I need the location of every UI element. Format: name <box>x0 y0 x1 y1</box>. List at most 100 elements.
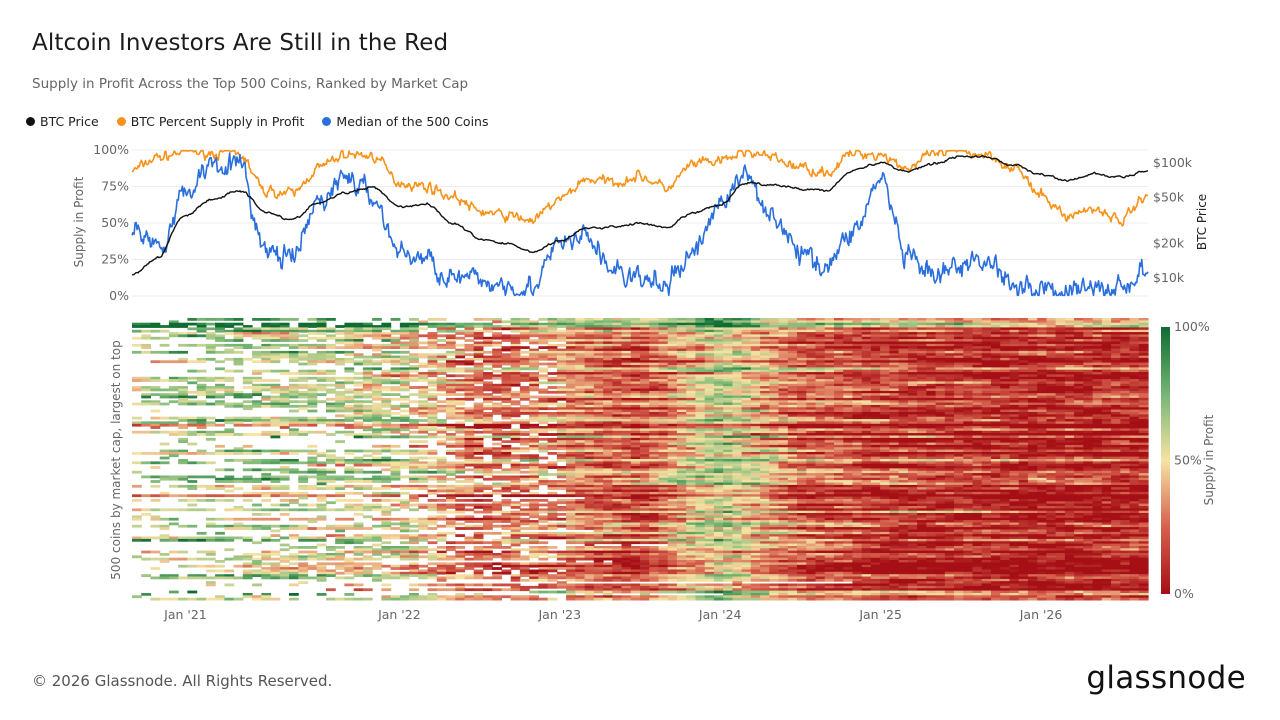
heatmap-cell <box>713 372 724 375</box>
heatmap-cell <box>898 353 909 357</box>
heatmap-cell <box>704 353 715 357</box>
legend-item-btc-supply-profit[interactable]: BTC Percent Supply in Profit <box>116 114 304 129</box>
heatmap-cell <box>270 390 281 394</box>
heatmap-cell <box>704 355 715 359</box>
heatmap-cell <box>630 435 641 439</box>
heatmap-cell <box>603 320 613 324</box>
heatmap-cell <box>880 416 890 420</box>
heatmap-cell <box>612 318 623 321</box>
heatmap-cell <box>676 381 687 385</box>
heatmap-cell <box>612 400 623 404</box>
heatmap-cell <box>750 320 761 324</box>
heatmap-cell <box>686 437 696 441</box>
heatmap-cell <box>944 416 955 420</box>
heatmap-cell <box>132 423 142 427</box>
heatmap-cell <box>279 397 290 401</box>
heatmap-cell <box>566 343 576 347</box>
heatmap-cell <box>1018 374 1029 378</box>
heatmap-cell <box>750 400 761 404</box>
heatmap-cell <box>353 360 364 364</box>
heatmap-cell <box>824 421 835 425</box>
heatmap-cell <box>1027 416 1038 420</box>
heatmap-cell <box>566 350 576 354</box>
heatmap-cell <box>1046 426 1057 429</box>
heatmap-cell <box>750 386 761 389</box>
heatmap-cell <box>1111 348 1121 352</box>
heatmap-cell <box>510 381 521 385</box>
heatmap-cell <box>723 409 733 413</box>
heatmap-cell <box>760 332 770 335</box>
heatmap-cell <box>538 376 549 380</box>
heatmap-cell <box>381 322 392 326</box>
heatmap-cell <box>1000 416 1010 420</box>
heatmap-cell <box>1064 372 1075 375</box>
heatmap-cell <box>907 409 918 413</box>
heatmap-cell <box>307 386 318 389</box>
heatmap-cell <box>1055 395 1066 399</box>
heatmap-cell <box>769 421 780 425</box>
heatmap-cell <box>861 365 872 368</box>
heatmap-cell <box>861 327 872 331</box>
heatmap-cell <box>843 433 853 436</box>
heatmap-cell <box>630 322 641 326</box>
heatmap-cell <box>954 428 964 432</box>
heatmap-cell <box>686 357 696 361</box>
heatmap-cell <box>880 381 890 385</box>
heatmap-cell <box>917 369 927 373</box>
heatmap-cell <box>1138 341 1149 345</box>
legend-item-btc-price[interactable]: BTC Price <box>26 114 99 129</box>
heatmap-cell <box>926 414 937 418</box>
heatmap-cell <box>806 336 817 340</box>
heatmap-cell <box>917 355 927 359</box>
heatmap-cell <box>1000 433 1010 436</box>
heatmap-cell <box>1064 395 1075 399</box>
heatmap-cell <box>963 397 974 401</box>
heatmap-cell <box>760 325 770 328</box>
heatmap-cell <box>436 404 447 408</box>
legend-item-median-500[interactable]: Median of the 500 Coins <box>322 114 489 129</box>
heatmap-cell <box>1000 423 1010 427</box>
heatmap-cell <box>603 407 613 411</box>
heatmap-cell <box>529 322 539 326</box>
heatmap-cell <box>926 395 937 399</box>
heatmap-cell <box>944 442 955 446</box>
heatmap-cell <box>889 412 900 415</box>
heatmap-cell <box>353 400 364 404</box>
heatmap-cell <box>547 407 558 411</box>
heatmap-cell <box>1083 442 1094 446</box>
heatmap-cell <box>335 421 345 425</box>
heatmap-cell <box>713 423 724 427</box>
heatmap-cell <box>492 421 502 425</box>
heatmap-cell <box>436 381 447 385</box>
heatmap-cell <box>1018 327 1029 331</box>
heatmap-cell <box>279 353 290 357</box>
heatmap-cell <box>695 320 706 324</box>
heatmap-cell <box>381 360 392 364</box>
heatmap-cell <box>676 355 687 359</box>
heatmap-cell <box>1000 336 1010 340</box>
heatmap-cell <box>326 402 336 406</box>
heatmap-cell <box>1055 383 1066 387</box>
heatmap-cell <box>1009 365 1020 368</box>
heatmap-cell <box>1120 372 1131 375</box>
heatmap-cell <box>676 419 687 422</box>
heatmap-cell <box>649 444 659 448</box>
heatmap-cell <box>880 397 890 401</box>
heatmap-cell <box>991 412 1001 415</box>
heatmap-cell <box>1055 409 1066 413</box>
heatmap-cell <box>1111 362 1121 366</box>
heatmap-cell <box>630 372 641 375</box>
heatmap-cell <box>1074 428 1084 432</box>
heatmap-cell <box>750 397 761 401</box>
heatmap-cell <box>1111 357 1121 361</box>
heatmap-cell <box>1101 388 1112 392</box>
heatmap-cell <box>640 414 650 418</box>
heatmap-cell <box>843 379 853 382</box>
heatmap-cell <box>603 346 613 349</box>
heatmap-cell <box>519 372 530 375</box>
heatmap-cell <box>870 329 881 333</box>
heatmap-cell <box>205 433 216 436</box>
heatmap-cell <box>1129 369 1140 373</box>
heatmap-cell <box>446 423 456 427</box>
heatmap-cell <box>464 386 475 389</box>
